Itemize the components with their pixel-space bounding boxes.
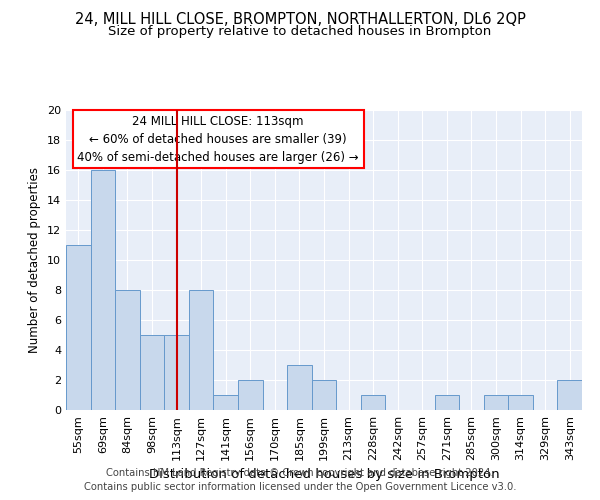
Text: 24, MILL HILL CLOSE, BROMPTON, NORTHALLERTON, DL6 2QP: 24, MILL HILL CLOSE, BROMPTON, NORTHALLE…	[74, 12, 526, 28]
Bar	[189, 290, 214, 410]
Bar	[214, 395, 238, 410]
Text: Size of property relative to detached houses in Brompton: Size of property relative to detached ho…	[109, 25, 491, 38]
Text: Contains HM Land Registry data © Crown copyright and database right 2024.
Contai: Contains HM Land Registry data © Crown c…	[84, 468, 516, 492]
Bar	[312, 380, 336, 410]
Bar	[508, 395, 533, 410]
Bar	[238, 380, 263, 410]
Bar	[287, 365, 312, 410]
Bar	[91, 170, 115, 410]
Y-axis label: Number of detached properties: Number of detached properties	[28, 167, 41, 353]
Bar	[361, 395, 385, 410]
Bar	[434, 395, 459, 410]
Bar	[140, 335, 164, 410]
Text: 24 MILL HILL CLOSE: 113sqm
← 60% of detached houses are smaller (39)
40% of semi: 24 MILL HILL CLOSE: 113sqm ← 60% of deta…	[77, 114, 359, 164]
Bar	[66, 245, 91, 410]
X-axis label: Distribution of detached houses by size in Brompton: Distribution of detached houses by size …	[149, 468, 499, 481]
Bar	[115, 290, 140, 410]
Bar	[557, 380, 582, 410]
Bar	[164, 335, 189, 410]
Bar	[484, 395, 508, 410]
